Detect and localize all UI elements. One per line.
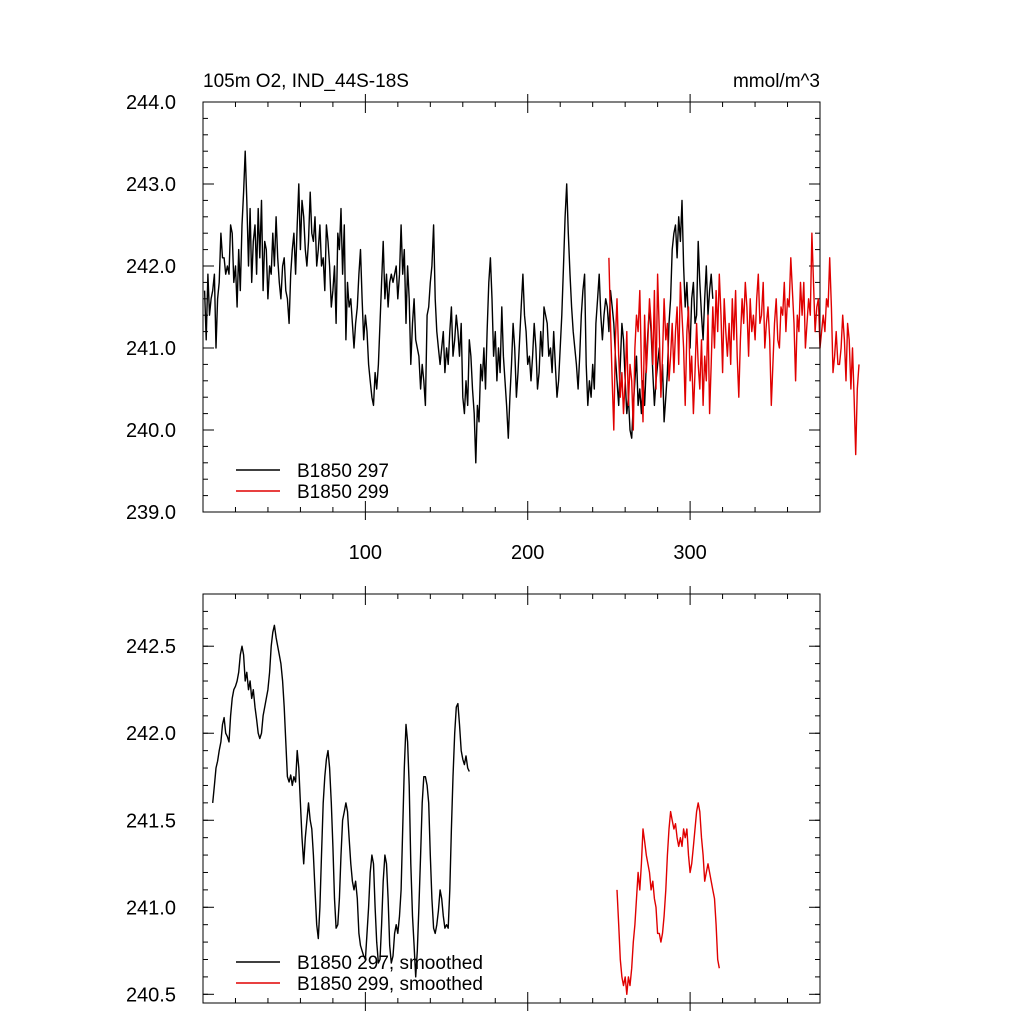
top-y-tick-label: 243.0 (126, 174, 176, 196)
top-plot-area (203, 150, 860, 464)
top-y-tick-label: 242.0 (126, 256, 176, 278)
bottom-x-axis (234, 586, 821, 1011)
bottom-panel: 240.5 241.0 241.5 242.0 242.5 B1850 297, smo… (126, 586, 821, 1011)
top-title: 105m O2, IND_44S-18S (203, 71, 409, 92)
bottom-series-line-297 (212, 624, 470, 978)
top-y-tick-label: 239.0 (126, 502, 176, 524)
top-y-tick-label: 241.0 (126, 338, 176, 360)
top-legend-label: B1850 297 (297, 461, 389, 482)
units-label: mmol/m^3 (733, 71, 820, 92)
top-y-tick-label: 240.0 (126, 420, 176, 442)
top-y-tick-label: 244.0 (126, 92, 176, 114)
top-frame (202, 101, 821, 513)
bottom-series-line-299 (616, 802, 720, 995)
bottom-plot-area (212, 624, 720, 995)
top-x-axis: 100 200 300 (234, 94, 821, 564)
bottom-y-tick-label: 242.0 (126, 723, 176, 745)
bottom-y-axis: 240.5 241.0 241.5 242.0 242.5 (126, 593, 820, 1006)
top-panel: 105m O2, IND_44S-18S mmol/m^3 239.0 240.0… (126, 71, 860, 564)
top-series-line-297 (203, 150, 714, 464)
top-x-tick-label: 100 (349, 542, 382, 564)
top-x-tick-label: 200 (511, 542, 544, 564)
bottom-legend-label: B1850 297, smoothed (297, 953, 483, 974)
top-x-tick-label: 300 (673, 542, 706, 564)
bottom-y-tick-label: 241.5 (126, 810, 176, 832)
bottom-legend-label: B1850 299, smoothed (297, 974, 483, 995)
top-series-line-299 (608, 232, 860, 456)
bottom-y-tick-label: 241.0 (126, 897, 176, 919)
top-legend-label: B1850 299 (297, 482, 389, 503)
bottom-frame (202, 593, 821, 1004)
bottom-y-tick-label: 242.5 (126, 636, 176, 658)
bottom-y-tick-label: 240.5 (126, 984, 176, 1006)
top-y-axis: 239.0 240.0 241.0 242.0 243.0 244.0 (126, 92, 820, 524)
